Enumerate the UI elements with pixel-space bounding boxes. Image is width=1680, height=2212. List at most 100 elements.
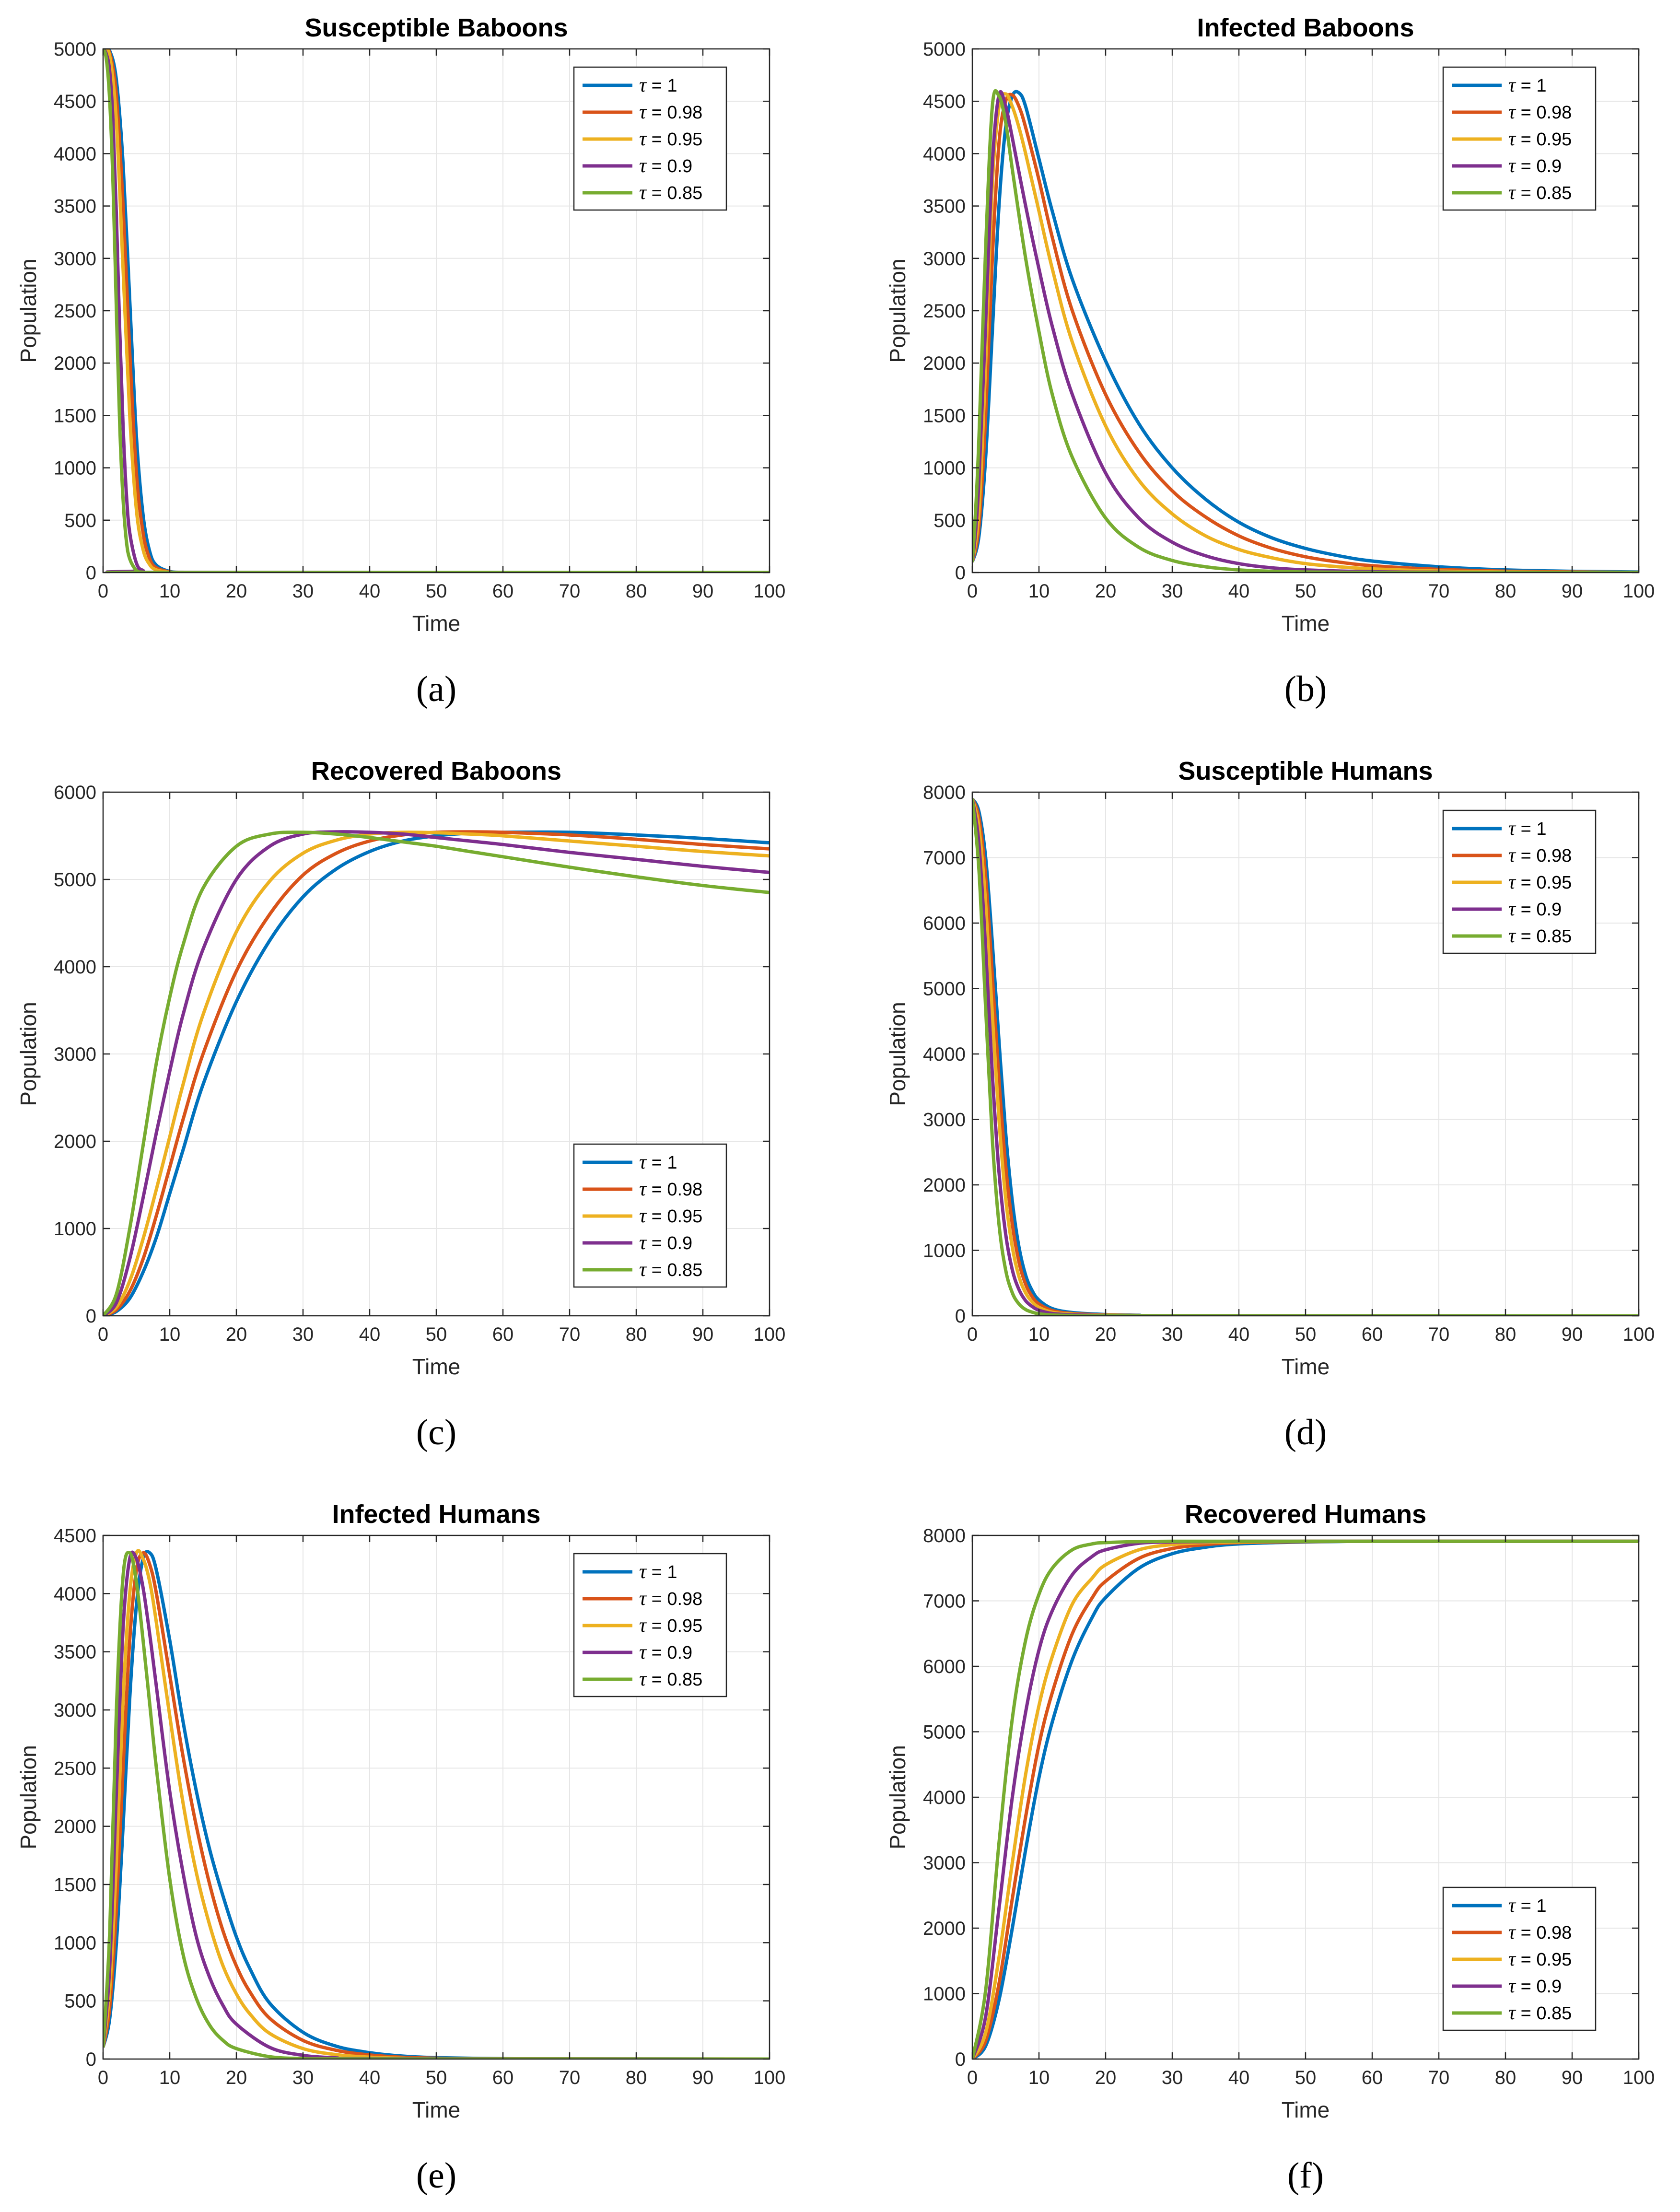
legend-item-1: τ = 1 xyxy=(1452,1895,1547,1917)
legend-tau-symbol: τ xyxy=(1508,128,1517,150)
y-tick-label: 500 xyxy=(64,510,96,531)
x-tick-label: 50 xyxy=(1295,1324,1317,1345)
y-tick-label: 1000 xyxy=(54,458,96,479)
legend-item-4: τ = 0.9 xyxy=(1452,898,1562,920)
y-tick-label: 4500 xyxy=(54,1525,96,1546)
legend-tau-symbol: τ xyxy=(639,1205,647,1227)
x-tick-label: 100 xyxy=(1623,581,1655,602)
x-tick-label: 10 xyxy=(1028,2067,1050,2088)
y-axis-label: Population xyxy=(16,1745,41,1849)
y-tick-label: 4000 xyxy=(923,1787,966,1808)
x-tick-label: 0 xyxy=(967,581,978,602)
x-tick-label: 10 xyxy=(159,1324,181,1345)
series-line-1 xyxy=(103,49,770,573)
x-tick-label: 30 xyxy=(292,2067,314,2088)
legend-tau-symbol: τ xyxy=(639,1151,647,1173)
x-tick-label: 60 xyxy=(492,2067,514,2088)
y-tick-label: 5000 xyxy=(923,39,966,60)
legend-tau-symbol: τ xyxy=(1508,101,1517,123)
x-tick-label: 90 xyxy=(1562,2067,1583,2088)
panel-title: Recovered Baboons xyxy=(311,757,561,785)
x-tick-label: 60 xyxy=(1362,1324,1383,1345)
x-tick-label: 10 xyxy=(1028,1324,1050,1345)
legend: τ = 1τ = 0.98τ = 0.95τ = 0.9τ = 0.85 xyxy=(1442,1886,1597,2031)
legend-label: τ = 0.9 xyxy=(639,1641,692,1663)
legend-tau-symbol: τ xyxy=(639,74,647,96)
x-tick-label: 90 xyxy=(1562,581,1583,602)
legend-item-3: τ = 0.95 xyxy=(583,128,702,150)
y-tick-label: 1000 xyxy=(54,1218,96,1240)
x-tick-label: 100 xyxy=(754,581,786,602)
panel-title: Infected Humans xyxy=(332,1500,540,1529)
legend-tau-symbol: τ xyxy=(1508,182,1517,204)
y-tick-label: 3500 xyxy=(54,1642,96,1663)
legend-tau-symbol: τ xyxy=(639,1561,647,1583)
legend-item-3: τ = 0.95 xyxy=(1452,1948,1572,1970)
series-line-2 xyxy=(103,830,770,1316)
x-tick-label: 80 xyxy=(626,581,647,602)
x-tick-label: 90 xyxy=(692,2067,714,2088)
panel-f: 0 10 20 30 40 50 60 70 80 90 100010002000300040005… xyxy=(885,1500,1655,2196)
y-axis-label: Population xyxy=(16,258,41,363)
legend-label: τ = 0.98 xyxy=(639,1588,702,1610)
legend-item-1: τ = 1 xyxy=(583,1151,677,1173)
panel-title: Susceptible Humans xyxy=(1178,757,1433,785)
legend-label: τ = 0.95 xyxy=(1508,128,1572,150)
panel-title: Recovered Humans xyxy=(1185,1500,1426,1529)
y-tick-label: 1000 xyxy=(923,458,966,479)
series-lines xyxy=(972,1539,1639,2059)
legend-value: = 0.98 xyxy=(1516,103,1572,123)
x-tick-label: 30 xyxy=(1162,2067,1183,2088)
y-tick-label: 4000 xyxy=(54,143,96,164)
x-tick-label: 60 xyxy=(492,581,514,602)
legend-tau-symbol: τ xyxy=(639,1668,647,1690)
x-tick-label: 70 xyxy=(1428,581,1450,602)
legend-value: = 1 xyxy=(1516,76,1546,96)
legend-label: τ = 0.98 xyxy=(639,1178,702,1200)
legend: τ = 1τ = 0.98τ = 0.95τ = 0.9τ = 0.85 xyxy=(1442,809,1597,954)
y-tick-label: 2500 xyxy=(923,301,966,322)
legend-tau-symbol: τ xyxy=(1508,74,1517,96)
y-tick-label: 6000 xyxy=(923,1656,966,1677)
legend-item-1: τ = 1 xyxy=(1452,74,1547,96)
legend-value: = 0.95 xyxy=(1516,1950,1572,1970)
legend-value: = 0.85 xyxy=(1516,926,1572,947)
y-tick-label: 1000 xyxy=(54,1932,96,1954)
x-tick-label: 50 xyxy=(1295,581,1317,602)
legend-value: = 0.98 xyxy=(646,1180,702,1200)
panel-caption: (e) xyxy=(416,2155,456,2196)
series-line-5 xyxy=(103,49,770,573)
x-tick-label: 0 xyxy=(98,2067,108,2088)
legend: τ = 1τ = 0.98τ = 0.95τ = 0.9τ = 0.85 xyxy=(573,1553,727,1697)
legend-tau-symbol: τ xyxy=(639,155,647,177)
legend: τ = 1τ = 0.98τ = 0.95τ = 0.9τ = 0.85 xyxy=(573,66,727,211)
y-axis-label: Population xyxy=(885,1745,910,1849)
legend-tau-symbol: τ xyxy=(1508,155,1517,177)
y-tick-label: 0 xyxy=(955,1306,966,1327)
y-tick-label: 3000 xyxy=(923,1853,966,1874)
legend-value: = 0.95 xyxy=(1516,873,1572,893)
legend-value: = 0.85 xyxy=(646,1670,702,1690)
legend-value: = 0.9 xyxy=(646,1233,692,1253)
panel-caption: (a) xyxy=(416,669,456,709)
panel-title: Infected Baboons xyxy=(1197,13,1414,42)
legend-value: = 0.85 xyxy=(1516,183,1572,203)
x-tick-label: 0 xyxy=(98,1324,108,1345)
legend-tau-symbol: τ xyxy=(1508,898,1517,920)
legend-label: τ = 1 xyxy=(1508,818,1547,840)
y-tick-label: 4000 xyxy=(923,143,966,164)
legend-label: τ = 0.9 xyxy=(1508,898,1562,920)
legend-tau-symbol: τ xyxy=(639,1232,647,1254)
legend-label: τ = 1 xyxy=(1508,1895,1547,1917)
legend-item-1: τ = 1 xyxy=(1452,818,1547,840)
x-tick-label: 0 xyxy=(98,581,108,602)
x-tick-label: 70 xyxy=(559,1324,581,1345)
y-tick-label: 500 xyxy=(64,1991,96,2012)
y-tick-label: 3000 xyxy=(54,1044,96,1065)
y-tick-label: 2000 xyxy=(54,1816,96,1837)
gridlines xyxy=(103,1535,770,2060)
legend-item-4: τ = 0.9 xyxy=(583,155,692,177)
legend-tau-symbol: τ xyxy=(1508,1948,1517,1970)
x-axis-label: Time xyxy=(1282,2097,1330,2122)
